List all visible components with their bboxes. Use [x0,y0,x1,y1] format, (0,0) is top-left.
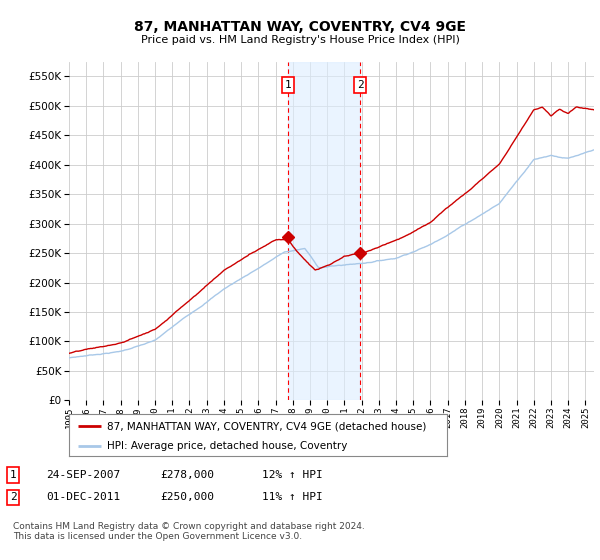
Text: Contains HM Land Registry data © Crown copyright and database right 2024.
This d: Contains HM Land Registry data © Crown c… [13,522,365,542]
Text: 2: 2 [357,80,364,90]
Text: 2: 2 [10,492,17,502]
Text: 24-SEP-2007: 24-SEP-2007 [46,470,121,480]
Text: £250,000: £250,000 [160,492,214,502]
Text: 12% ↑ HPI: 12% ↑ HPI [262,470,323,480]
Text: 11% ↑ HPI: 11% ↑ HPI [262,492,323,502]
Text: 87, MANHATTAN WAY, COVENTRY, CV4 9GE (detached house): 87, MANHATTAN WAY, COVENTRY, CV4 9GE (de… [107,421,426,431]
Text: 1: 1 [285,80,292,90]
Text: £278,000: £278,000 [160,470,214,480]
Text: 87, MANHATTAN WAY, COVENTRY, CV4 9GE: 87, MANHATTAN WAY, COVENTRY, CV4 9GE [134,20,466,34]
Bar [288,62,360,400]
Text: Price paid vs. HM Land Registry's House Price Index (HPI): Price paid vs. HM Land Registry's House … [140,35,460,45]
Text: 1: 1 [10,470,17,480]
Text: HPI: Average price, detached house, Coventry: HPI: Average price, detached house, Cove… [107,441,347,451]
Text: 01-DEC-2011: 01-DEC-2011 [46,492,121,502]
